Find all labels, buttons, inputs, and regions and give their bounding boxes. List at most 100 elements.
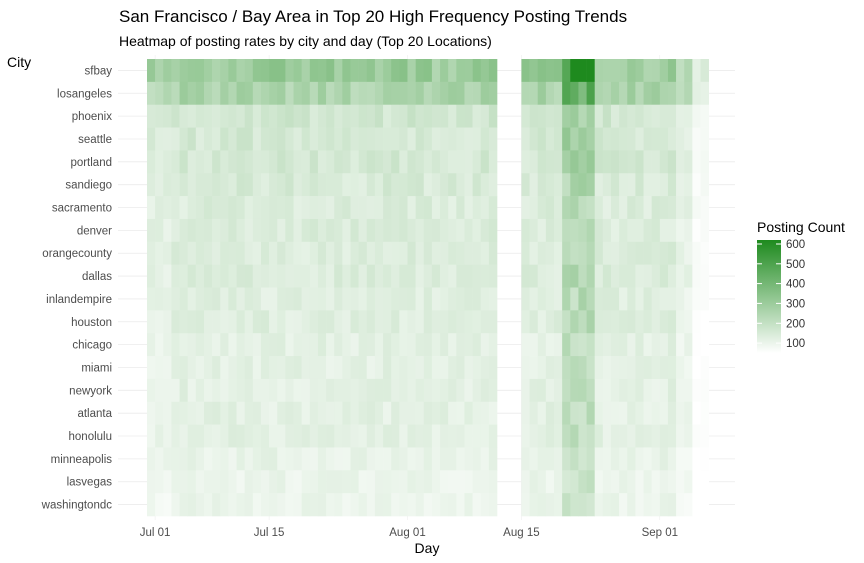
- heatmap-cell: [472, 333, 482, 357]
- heatmap-cell: [545, 218, 555, 243]
- heatmap-cell: [594, 218, 604, 243]
- heatmap-cell: [684, 378, 693, 403]
- heatmap-cell: [480, 424, 490, 448]
- heatmap-cell: [147, 173, 156, 197]
- x-tick-label: Jul 01: [140, 527, 171, 539]
- heatmap-cell: [537, 447, 547, 471]
- heatmap-cell: [643, 470, 652, 494]
- heatmap-cell: [423, 127, 433, 151]
- heatmap-cell: [179, 401, 188, 425]
- heatmap-cell: [472, 81, 482, 105]
- heatmap-cell: [155, 264, 164, 288]
- heatmap-cell: [252, 196, 262, 220]
- heatmap-cell: [228, 218, 237, 243]
- heatmap-cell: [383, 356, 392, 380]
- heatmap-cell: [171, 493, 180, 517]
- heatmap-cell: [195, 241, 205, 265]
- y-tick-label: sandiego: [65, 180, 112, 192]
- heatmap-cell: [383, 264, 392, 288]
- heatmap-cell: [358, 81, 368, 105]
- heatmap-cell: [554, 424, 563, 448]
- heatmap-cell: [203, 356, 213, 380]
- heatmap-cell: [700, 401, 709, 425]
- heatmap-cell: [635, 196, 644, 220]
- heatmap-cell: [358, 150, 368, 174]
- heatmap-cell: [326, 264, 335, 288]
- heatmap-cell: [260, 470, 270, 494]
- heatmap-cell: [456, 264, 465, 288]
- heatmap-cell: [228, 287, 237, 311]
- heatmap-cell: [407, 127, 416, 151]
- heatmap-cell: [659, 310, 669, 334]
- heatmap-cell: [610, 218, 620, 243]
- heatmap-cell: [179, 127, 188, 151]
- heatmap-cell: [651, 378, 661, 403]
- y-tick-label: orangecounty: [42, 248, 112, 260]
- heatmap-cell: [334, 81, 343, 105]
- heatmap-cell: [562, 493, 571, 517]
- heatmap-cell: [643, 356, 652, 380]
- heatmap-cell: [155, 310, 164, 334]
- heatmap-cell: [488, 493, 498, 517]
- heatmap-cell: [220, 310, 229, 334]
- heatmap-cell: [472, 127, 482, 151]
- heatmap-cell: [635, 310, 644, 334]
- heatmap-cell: [252, 310, 262, 334]
- heatmap-cell: [244, 127, 254, 151]
- heatmap-cell: [627, 196, 636, 220]
- heatmap-cell: [521, 287, 530, 311]
- heatmap-cell: [480, 104, 490, 128]
- heatmap-cell: [203, 401, 213, 425]
- heatmap-cell: [260, 264, 270, 288]
- heatmap-cell: [358, 333, 368, 357]
- heatmap-cell: [244, 310, 254, 334]
- heatmap-cell: [195, 59, 205, 83]
- heatmap-cell: [236, 81, 245, 105]
- heatmap-cell: [521, 150, 530, 174]
- heatmap-cell: [440, 59, 449, 83]
- heatmap-cell: [627, 104, 636, 128]
- heatmap-cell: [676, 150, 685, 174]
- heatmap-cell: [366, 424, 376, 448]
- heatmap-cell: [431, 196, 441, 220]
- heatmap-cell: [358, 173, 368, 197]
- heatmap-cell: [220, 356, 229, 380]
- heatmap-cell: [334, 104, 343, 128]
- heatmap-cell: [676, 401, 685, 425]
- heatmap-cell: [554, 81, 563, 105]
- heatmap-cell: [163, 493, 172, 517]
- heatmap-cell: [334, 127, 343, 151]
- heatmap-cell: [415, 447, 425, 471]
- heatmap-cell: [529, 470, 539, 494]
- heatmap-cell: [228, 310, 237, 334]
- heatmap-cell: [594, 127, 604, 151]
- heatmap-cell: [545, 310, 555, 334]
- heatmap-cell: [659, 173, 669, 197]
- heatmap-cell: [578, 470, 587, 494]
- heatmap-cell: [252, 470, 262, 494]
- heatmap-cell: [187, 470, 197, 494]
- heatmap-cell: [407, 378, 416, 403]
- heatmap-cell: [220, 81, 229, 105]
- heatmap-cell: [269, 333, 278, 357]
- heatmap-cell: [383, 470, 392, 494]
- heatmap-cell: [562, 424, 571, 448]
- heatmap-cell: [293, 493, 302, 517]
- heatmap-cell: [562, 287, 571, 311]
- heatmap-cell: [415, 287, 425, 311]
- heatmap-cell: [334, 356, 343, 380]
- heatmap-cell: [594, 310, 604, 334]
- x-tick-label: Aug 15: [503, 527, 539, 539]
- heatmap-cell: [488, 356, 498, 380]
- heatmap-cell: [480, 264, 490, 288]
- heatmap-cell: [431, 104, 441, 128]
- heatmap-cell: [440, 104, 449, 128]
- heatmap-cell: [488, 127, 498, 151]
- heatmap-cell: [464, 264, 473, 288]
- heatmap-cell: [179, 59, 188, 83]
- heatmap-cell: [269, 447, 278, 471]
- heatmap-cell: [228, 150, 237, 174]
- heatmap-cell: [187, 287, 197, 311]
- heatmap-cell: [269, 173, 278, 197]
- heatmap-cell: [423, 310, 433, 334]
